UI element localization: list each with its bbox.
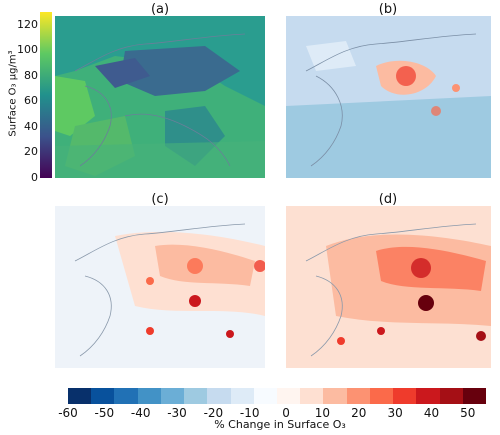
panel-d-map xyxy=(286,206,491,368)
colorbar-swatch xyxy=(300,388,324,404)
concentration-tick-label: 20 xyxy=(24,145,38,159)
concentration-colorbar xyxy=(40,12,52,178)
change-tick-label: 0 xyxy=(282,406,290,420)
colorbar-swatch xyxy=(276,388,301,404)
colorbar-swatch xyxy=(393,388,417,404)
colorbar-swatch xyxy=(114,388,138,404)
change-tick-label: 40 xyxy=(423,406,440,420)
panel-b-map xyxy=(286,16,491,178)
concentration-tick-label: 0 xyxy=(31,171,38,184)
concentration-tick-label: 40 xyxy=(24,119,38,133)
panel-c-title: (c) xyxy=(151,192,169,207)
change-tick-label: -20 xyxy=(203,406,224,420)
change-colorbar-label: % Change in Surface O₃ xyxy=(214,418,346,431)
change-tick-label: 10 xyxy=(314,406,331,420)
change-tick-label: 50 xyxy=(460,406,476,420)
concentration-tick-label: 60 xyxy=(24,94,38,108)
panel-d-title: (d) xyxy=(378,192,398,207)
concentration-tick-label: 120 xyxy=(17,17,38,31)
colorbar-swatch xyxy=(68,388,92,404)
colorbar-swatch xyxy=(416,388,440,404)
colorbar-swatch xyxy=(184,388,208,404)
colorbar-swatch xyxy=(346,388,370,404)
change-tick-label: 30 xyxy=(387,406,403,420)
change-tick-label: -40 xyxy=(130,406,151,420)
change-tick-label: -30 xyxy=(167,406,187,420)
colorbar-swatch xyxy=(323,388,347,404)
panel-c-map xyxy=(55,206,265,368)
panel-b-title: (b) xyxy=(378,2,398,17)
colorbar-swatch xyxy=(207,388,231,404)
change-colorbar xyxy=(68,388,486,404)
colorbar-swatch xyxy=(137,388,161,404)
colorbar-swatch xyxy=(160,388,185,404)
colorbar-swatch xyxy=(230,388,254,404)
change-tick-label: -10 xyxy=(239,406,260,420)
colorbar-swatch xyxy=(462,388,486,404)
concentration-tick-label: 100 xyxy=(17,43,38,57)
change-tick-label: -50 xyxy=(94,406,115,420)
panel-a-title: (a) xyxy=(150,2,170,17)
concentration-tick-label: 80 xyxy=(24,68,38,82)
colorbar-swatch xyxy=(253,388,277,404)
change-tick-label: 20 xyxy=(351,406,367,420)
change-tick-label: -60 xyxy=(58,406,78,420)
colorbar-swatch xyxy=(439,388,463,404)
colorbar-swatch xyxy=(91,388,115,404)
panel-a-map xyxy=(55,16,265,178)
colorbar-swatch xyxy=(369,388,394,404)
